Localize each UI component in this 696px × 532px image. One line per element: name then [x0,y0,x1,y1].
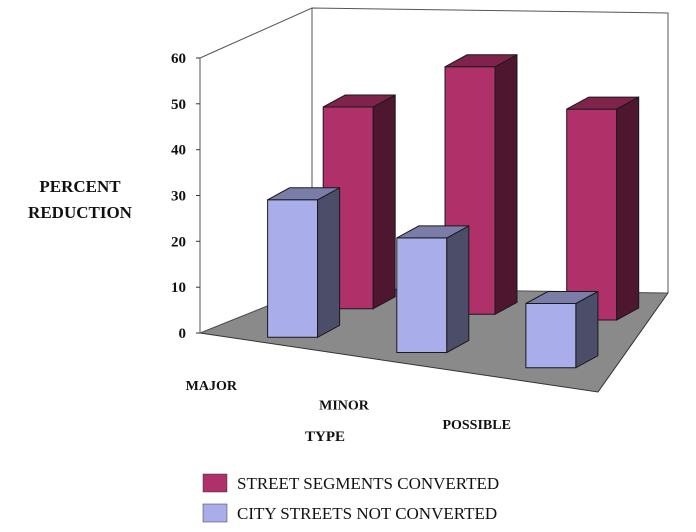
bar-street-segments-converted-possible [566,96,640,321]
chart-legend: STREET SEGMENTS CONVERTED CITY STREETS NO… [202,473,499,523]
bar-front-face [396,237,448,353]
y-tick-label: 0 [179,326,187,342]
y-axis-ticks: 0 10 20 30 40 50 60 [171,51,200,342]
bar-front-face [525,303,577,369]
bar-side-face [616,96,640,321]
x-axis-title: TYPE [305,429,345,445]
bar-series-group [267,53,640,369]
bar-side-face [317,186,341,339]
bar-side-face [575,290,599,369]
bar-front-face [566,108,618,321]
bar-city-streets-not-converted-possible [525,290,599,369]
bar-side-face [494,53,518,316]
y-tick-label: 30 [171,189,186,205]
bar-top-face [267,187,340,201]
legend-swatch [202,473,228,493]
bar-city-streets-not-converted-minor [396,225,470,354]
x-category-label: MAJOR [186,379,238,394]
bar-top-face [566,96,639,110]
legend-label: STREET SEGMENTS CONVERTED [237,474,499,493]
y-tick-label: 40 [171,143,186,159]
bar-side-face [446,225,470,354]
bar-side-face [372,94,396,310]
x-category-label: POSSIBLE [442,418,510,433]
y-axis-title: PERCENT REDUCTION [28,177,133,222]
y-tick-label: 10 [171,280,186,296]
x-axis-category-labels: MAJOR MINOR POSSIBLE [186,379,511,433]
bar-top-face [444,54,518,68]
bar-top-face [525,291,599,304]
y-axis-title-line-2: REDUCTION [28,203,133,222]
y-axis-title-line-1: PERCENT [39,177,121,196]
bar-top-face [396,225,470,239]
y-tick-label: 60 [171,51,186,67]
y-tick-label: 50 [171,97,186,113]
bar-city-streets-not-converted-major [267,186,341,339]
legend-swatch [202,503,228,523]
x-category-label: MINOR [319,399,370,414]
bar-top-face [322,94,396,108]
bar-front-face [267,199,319,338]
y-tick-label: 20 [171,234,186,250]
legend-label: CITY STREETS NOT CONVERTED [237,504,497,523]
